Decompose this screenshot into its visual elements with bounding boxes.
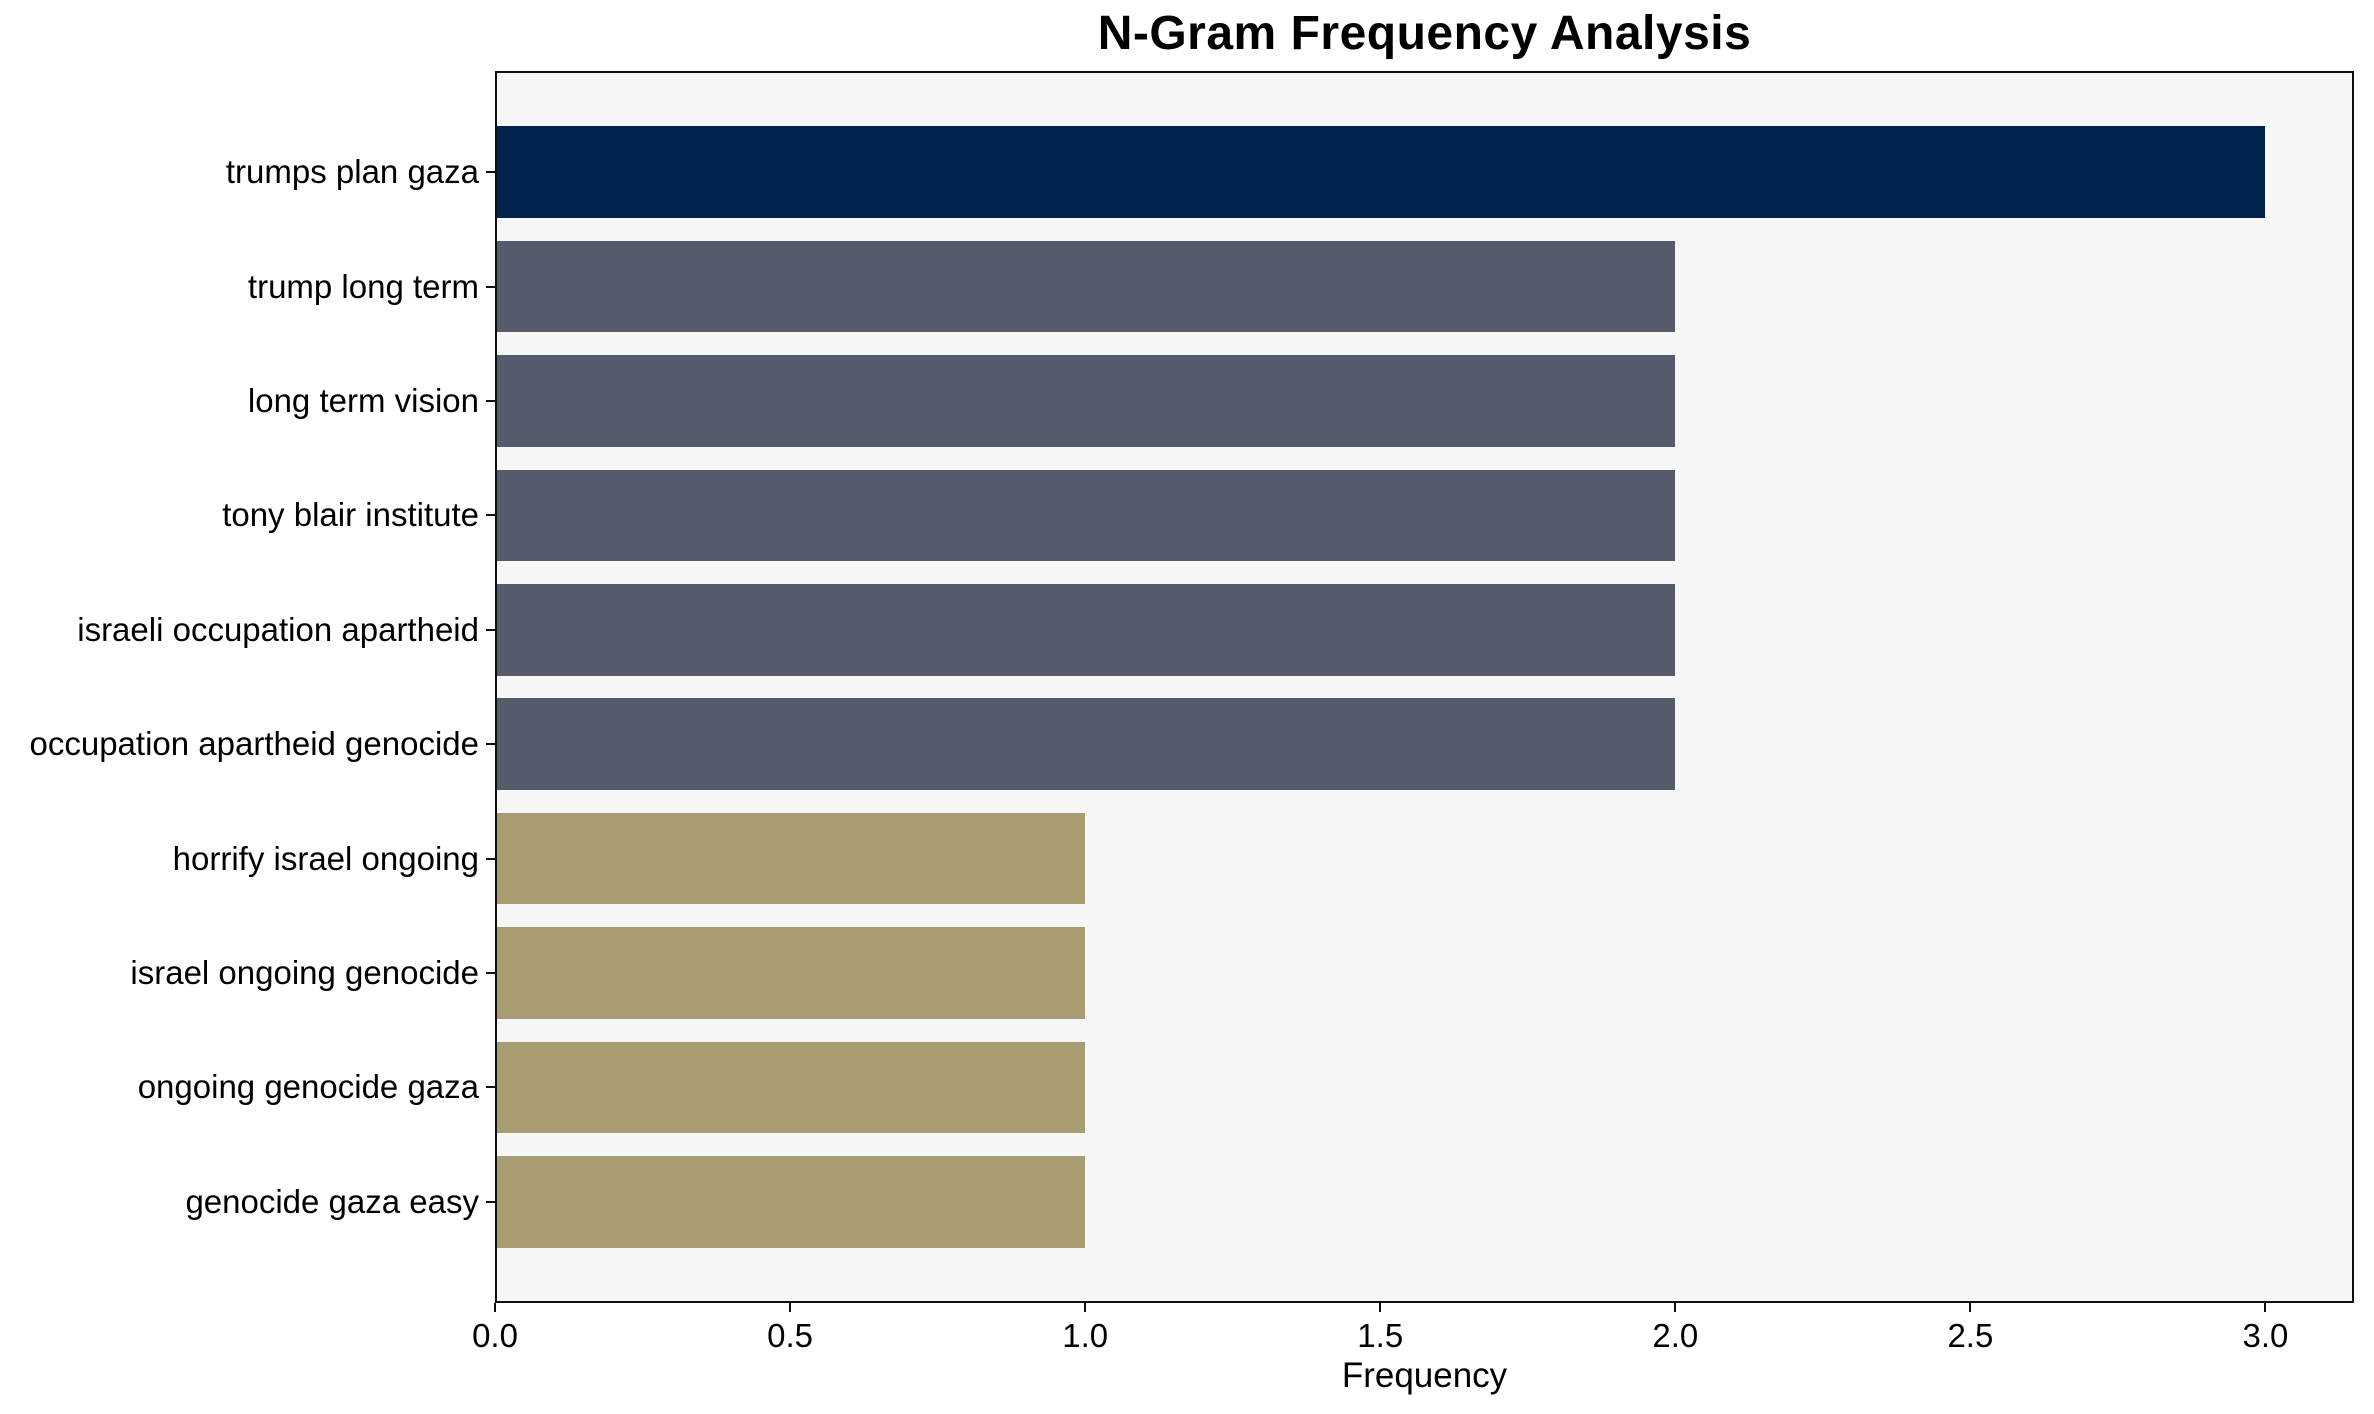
y-label: israeli occupation apartheid bbox=[77, 610, 479, 648]
x-tick-label: 2.0 bbox=[1652, 1317, 1699, 1354]
y-tick-mark bbox=[486, 285, 495, 288]
x-tick-label: 2.5 bbox=[1947, 1317, 1994, 1354]
y-tick-mark bbox=[486, 1086, 495, 1089]
x-tick-mark bbox=[1969, 1303, 1972, 1312]
bar-row bbox=[495, 801, 2354, 915]
x-tick-label: 1.5 bbox=[1357, 1317, 1404, 1354]
bar-row bbox=[495, 1145, 2354, 1259]
x-tick-label: 0.5 bbox=[767, 1317, 814, 1354]
bar-row bbox=[495, 458, 2354, 572]
bar bbox=[495, 812, 1086, 905]
y-label-row: tony blair institute bbox=[0, 458, 495, 572]
bar-row bbox=[495, 687, 2354, 801]
x-tick-mark bbox=[1379, 1303, 1382, 1312]
chart-title: N-Gram Frequency Analysis bbox=[1097, 6, 1752, 60]
bar-row bbox=[495, 344, 2354, 458]
y-tick-mark bbox=[486, 514, 495, 517]
bar bbox=[495, 355, 1676, 447]
y-tick-mark bbox=[486, 857, 495, 860]
x-tick-label: 3.0 bbox=[2242, 1317, 2289, 1354]
bars-container bbox=[495, 71, 2354, 1303]
x-tick-mark bbox=[789, 1303, 792, 1312]
y-label: occupation apartheid genocide bbox=[29, 725, 479, 763]
bar-row bbox=[495, 573, 2354, 687]
y-label: horrify israel ongoing bbox=[172, 839, 479, 877]
bar-row bbox=[495, 115, 2354, 229]
y-label-row: genocide gaza easy bbox=[0, 1145, 495, 1259]
x-tick-label: 1.0 bbox=[1062, 1317, 1109, 1354]
y-label-row: horrify israel ongoing bbox=[0, 801, 495, 915]
y-label: tony blair institute bbox=[222, 496, 479, 534]
x-tick-mark bbox=[2264, 1303, 2267, 1312]
y-label-row: trumps plan gaza bbox=[0, 115, 495, 229]
y-label-row: ongoing genocide gaza bbox=[0, 1030, 495, 1144]
bar bbox=[495, 1156, 1086, 1248]
bar bbox=[495, 698, 1676, 790]
y-tick-mark bbox=[486, 400, 495, 403]
y-label-row: trump long term bbox=[0, 229, 495, 343]
y-label: ongoing genocide gaza bbox=[137, 1068, 479, 1106]
y-label-row: israeli occupation apartheid bbox=[0, 573, 495, 687]
x-axis-label: Frequency bbox=[1341, 1356, 1508, 1395]
x-tick-label: 0.0 bbox=[472, 1317, 518, 1354]
y-label-row: israel ongoing genocide bbox=[0, 916, 495, 1030]
bar bbox=[495, 126, 2266, 218]
bar bbox=[495, 1041, 1086, 1134]
bar bbox=[495, 927, 1086, 1019]
bar-row bbox=[495, 1030, 2354, 1144]
y-tick-mark bbox=[486, 743, 495, 746]
y-label-row: long term vision bbox=[0, 344, 495, 458]
plot-area bbox=[495, 71, 2354, 1303]
bar-row bbox=[495, 229, 2354, 343]
y-label: trump long term bbox=[247, 267, 479, 305]
y-label-row: occupation apartheid genocide bbox=[0, 687, 495, 801]
y-tick-mark bbox=[486, 1200, 495, 1203]
y-tick-mark bbox=[486, 972, 495, 975]
bar bbox=[495, 240, 1676, 333]
y-label: trumps plan gaza bbox=[225, 153, 479, 191]
y-tick-mark bbox=[486, 628, 495, 631]
x-axis-ticks: 0.0 0.5 1.0 1.5 2.0 2.5 3.0 bbox=[472, 1303, 2354, 1363]
y-axis-labels: trumps plan gaza trump long term long te… bbox=[0, 71, 495, 1303]
x-tick-mark bbox=[1674, 1303, 1677, 1312]
x-tick-mark bbox=[1084, 1303, 1087, 1312]
y-tick-mark bbox=[486, 171, 495, 174]
bar-row bbox=[495, 916, 2354, 1030]
y-label: long term vision bbox=[247, 382, 479, 420]
bar bbox=[495, 584, 1676, 676]
x-tick-mark bbox=[494, 1303, 496, 1312]
bar bbox=[495, 469, 1676, 562]
y-label: israel ongoing genocide bbox=[130, 954, 479, 992]
y-label: genocide gaza easy bbox=[185, 1182, 479, 1220]
